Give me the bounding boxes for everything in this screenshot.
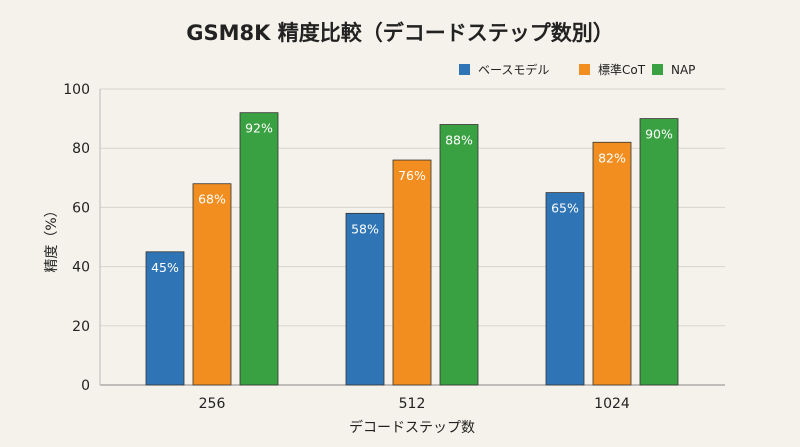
y-axis-label: 精度（%） [44, 203, 60, 272]
bar [439, 124, 479, 386]
y-tick-label: 20 [72, 319, 90, 335]
bars: 45% 68% 92% 58% 76% 88% 65% 82% 90% [145, 112, 679, 386]
legend-label: NAP [671, 63, 695, 77]
legend-label: ベースモデル [478, 62, 549, 77]
bar [239, 112, 279, 386]
bar [592, 141, 632, 386]
bar [192, 183, 232, 386]
legend-swatch [459, 64, 470, 75]
x-tick-label: 512 [399, 396, 426, 412]
legend-swatch [652, 64, 663, 75]
legend-swatch [579, 64, 590, 75]
legend-label: 標準CoT [598, 62, 646, 77]
data-label: 90% [645, 127, 673, 142]
data-label: 76% [398, 168, 426, 183]
bar [392, 159, 432, 386]
data-label: 92% [245, 121, 273, 136]
x-tick-label: 1024 [594, 396, 630, 412]
x-tick-label: 256 [199, 396, 226, 412]
data-label: 88% [445, 133, 473, 148]
data-label: 65% [551, 201, 579, 216]
bar [639, 118, 679, 386]
bar [145, 251, 185, 386]
y-tick-label: 80 [72, 141, 90, 157]
bar [345, 212, 385, 386]
data-label: 45% [151, 260, 179, 275]
chart-title: GSM8K 精度比較（デコードステップ数別） [186, 21, 613, 45]
data-label: 58% [351, 221, 379, 236]
y-tick-label: 60 [72, 200, 90, 216]
y-tick-label: 100 [63, 82, 90, 98]
x-ticks: 256 512 1024 [199, 396, 630, 412]
x-axis-label: デコードステップ数 [349, 419, 475, 436]
bar [545, 192, 585, 386]
legend: ベースモデル 標準CoT NAP [459, 62, 695, 77]
y-tick-label: 40 [72, 260, 90, 276]
data-label: 82% [598, 150, 626, 165]
data-label: 68% [198, 192, 226, 207]
y-tick-label: 0 [81, 378, 90, 394]
